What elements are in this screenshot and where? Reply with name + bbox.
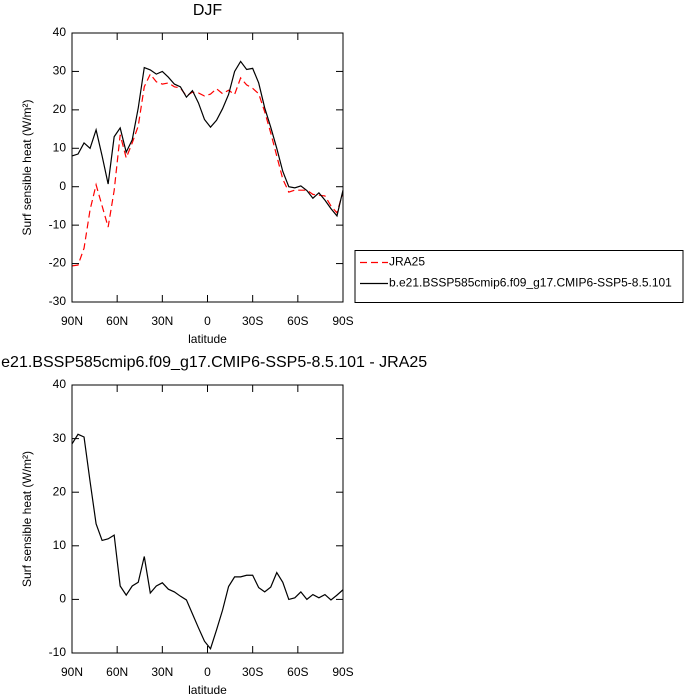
data-line: [71, 433, 344, 650]
data-line: [71, 72, 344, 267]
x-tick-label: 60S: [287, 314, 308, 328]
x-tick-label: 60S: [287, 665, 308, 679]
plot-frame: [71, 384, 344, 654]
x-tick-label: 90N: [61, 314, 83, 328]
chart-title: DJF: [193, 2, 223, 19]
y-tick-label: 40: [53, 25, 67, 39]
y-tick-label: -10: [49, 217, 67, 231]
data-line: [71, 60, 344, 218]
y-tick-label: 20: [53, 102, 67, 116]
x-tick-label: 60N: [106, 665, 128, 679]
x-tick-label: 30N: [151, 665, 173, 679]
y-tick-label: 20: [53, 484, 67, 498]
x-tick-label: 90N: [61, 665, 83, 679]
y-tick-label: -30: [49, 294, 67, 308]
x-tick-label: 30S: [242, 314, 263, 328]
y-tick-label: 0: [59, 592, 66, 606]
legend-label: b.e21.BSSP585cmip6.f09_g17.CMIP6-SSP5-8.…: [389, 276, 672, 290]
x-tick-label: 30S: [242, 665, 263, 679]
x-tick-label: 30N: [151, 314, 173, 328]
chart-title: b.e21.BSSP585cmip6.f09_g17.CMIP6-SSP5-8.…: [0, 354, 427, 371]
y-tick-label: 30: [53, 431, 67, 445]
x-tick-label: 90S: [332, 665, 353, 679]
y-tick-label: 10: [53, 140, 67, 154]
y-tick-label: 40: [53, 377, 67, 391]
y-tick-label: -10: [49, 645, 67, 659]
legend: JRA25 b.e21.BSSP585cmip6.f09_g17.CMIP6-SS…: [354, 250, 684, 303]
legend-label: JRA25: [389, 255, 425, 269]
legend-frame: [354, 250, 684, 303]
x-axis-label: latitude: [188, 683, 227, 697]
y-axis-label: Surf sensible heat (W/m²): [20, 99, 34, 235]
plot-frame: [71, 32, 344, 303]
x-tick-label: 60N: [106, 314, 128, 328]
x-axis-label: latitude: [188, 332, 227, 346]
x-tick-label: 90S: [332, 314, 353, 328]
y-tick-label: 30: [53, 64, 67, 78]
y-tick-label: -20: [49, 256, 67, 270]
y-tick-label: 0: [59, 179, 66, 193]
x-tick-label: 0: [204, 314, 211, 328]
x-tick-label: 0: [204, 665, 211, 679]
y-tick-label: 10: [53, 538, 67, 552]
y-axis-label: Surf sensible heat (W/m²): [20, 451, 34, 587]
